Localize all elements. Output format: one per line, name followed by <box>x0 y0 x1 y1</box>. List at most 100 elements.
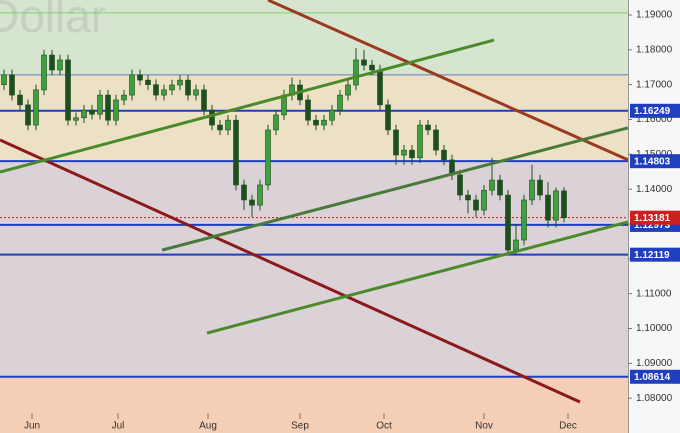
y-tick-label: 1.08000 <box>636 393 673 404</box>
candle-body <box>513 239 519 251</box>
candle-body <box>441 149 447 161</box>
candle-body <box>265 129 271 186</box>
price-tag-label: 1.08614 <box>634 372 671 383</box>
candle-body <box>233 119 239 186</box>
candle-body <box>153 84 159 96</box>
candle-body <box>529 179 535 201</box>
candle-body <box>241 184 247 201</box>
candle-body <box>425 124 431 131</box>
candle-body <box>129 74 135 96</box>
candle-body <box>417 124 423 159</box>
candle-body <box>433 129 439 151</box>
y-tick-label: 1.18000 <box>636 44 673 55</box>
candle-body <box>273 114 279 131</box>
price-tag <box>630 210 680 225</box>
candle-body <box>553 190 559 221</box>
candle-body <box>329 109 335 121</box>
candle-body <box>337 94 343 111</box>
candle-body <box>193 89 199 96</box>
candle-body <box>353 59 359 86</box>
candle-body <box>9 74 15 96</box>
candle-body <box>121 94 127 101</box>
candle-body <box>105 94 111 121</box>
price-tag-label: 1.12973 <box>634 220 671 231</box>
trend-line <box>206 220 628 335</box>
candle-body <box>65 59 71 121</box>
trend-line <box>161 126 628 252</box>
price-tag <box>630 247 680 262</box>
candle-body <box>25 104 31 126</box>
candle-body <box>401 149 407 156</box>
price-tag <box>630 154 680 169</box>
x-tick-label: Sep <box>291 421 309 432</box>
price-tag-label: 1.12119 <box>634 250 670 261</box>
trend-line <box>0 138 581 404</box>
candle-body <box>497 179 503 196</box>
candle-body <box>41 54 47 91</box>
candle-body <box>17 94 23 106</box>
candle-body <box>465 194 471 201</box>
y-tick-label: 1.10000 <box>636 323 673 334</box>
x-tick-label: Jun <box>24 421 40 432</box>
y-tick-label: 1.14000 <box>636 184 673 195</box>
candle-body <box>313 119 319 126</box>
price-axis: 1.190001.180001.170001.160001.150001.140… <box>628 10 680 404</box>
x-tick-label: Dec <box>559 421 577 432</box>
candle-body <box>505 194 511 251</box>
y-tick-label: 1.17000 <box>636 79 673 90</box>
x-tick-label: Nov <box>475 421 493 432</box>
y-tick-label: 1.11000 <box>636 288 672 299</box>
candle-body <box>73 117 79 121</box>
candle-body <box>225 119 231 131</box>
plot-area: Dollar Jun Jul Aug Sep Oct Nov Dec <box>0 0 628 433</box>
candle-body <box>137 74 143 81</box>
candle-body <box>97 94 103 115</box>
price-tag-label: 1.13181 <box>634 213 671 224</box>
candle-body <box>473 199 479 211</box>
candle-body <box>145 79 151 85</box>
chart-title: Dollar <box>0 0 106 42</box>
candle-body <box>169 84 175 91</box>
trend-line <box>0 38 495 174</box>
candle-body <box>33 89 39 126</box>
candle-body <box>113 99 119 121</box>
candle-body <box>409 149 415 159</box>
candle-body <box>489 179 495 191</box>
y-tick-label: 1.19000 <box>636 10 673 21</box>
x-tick-label: Oct <box>376 421 392 432</box>
candle-body <box>57 59 63 71</box>
candle-body <box>385 104 391 131</box>
candle-body <box>361 59 367 66</box>
candle-body <box>369 64 375 71</box>
candle-body <box>89 109 95 115</box>
candle-body <box>201 89 207 111</box>
y-tick-label: 1.09000 <box>636 358 673 369</box>
zone <box>0 376 628 433</box>
zone <box>0 161 628 377</box>
candle-body <box>249 199 255 206</box>
candle-body <box>49 54 55 71</box>
candle-body <box>1 74 7 85</box>
price-tag <box>630 369 680 384</box>
candle-body <box>185 79 191 96</box>
candle-body <box>377 69 383 106</box>
price-tag <box>630 103 680 118</box>
candle-body <box>321 119 327 126</box>
candle-body <box>217 124 223 131</box>
candle-body <box>81 109 87 119</box>
candle-body <box>521 199 527 241</box>
x-tick-label: Jul <box>112 421 125 432</box>
candle-body <box>545 194 551 221</box>
candle-body <box>177 79 183 86</box>
candle-body <box>209 109 215 126</box>
candle-body <box>345 84 351 96</box>
y-tick-label: 1.16000 <box>636 114 673 125</box>
price-tag-label: 1.16249 <box>634 106 671 117</box>
price-tag-label: 1.14803 <box>634 156 671 167</box>
candle-body <box>537 179 543 196</box>
trend-line <box>267 0 628 162</box>
candle-body <box>393 129 399 156</box>
candle-body <box>305 99 311 121</box>
x-tick-label: Aug <box>199 421 217 432</box>
